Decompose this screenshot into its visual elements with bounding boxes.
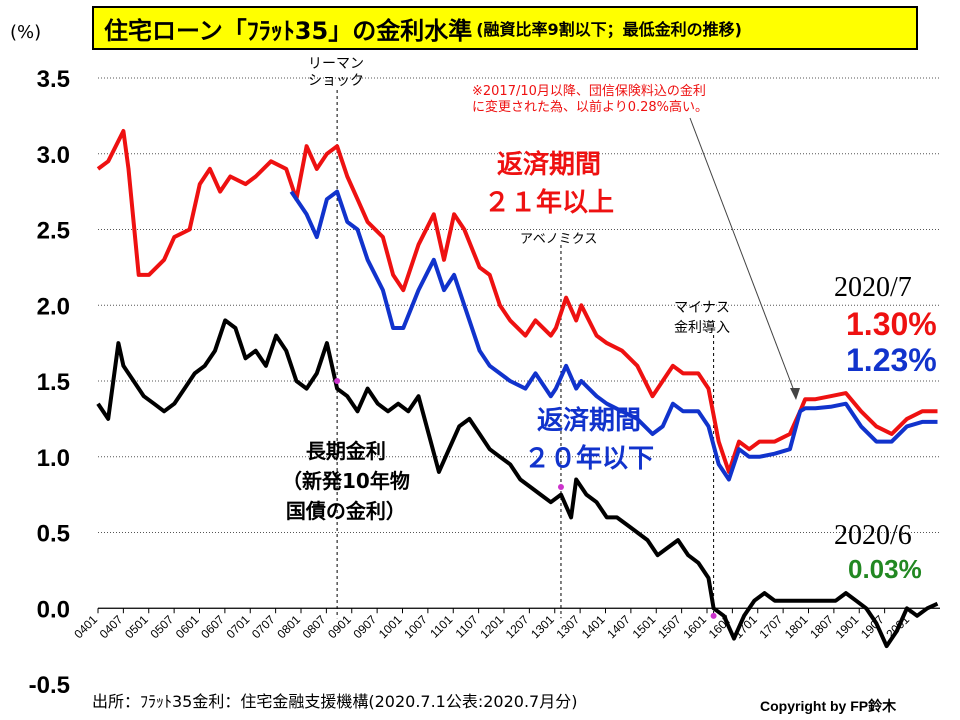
x-tick-label: 1107: [453, 612, 481, 640]
y-tick-label: 1.5: [37, 369, 70, 396]
event-marker: [334, 378, 341, 384]
x-tick-label: 0801: [274, 612, 303, 641]
x-tick-label: 0807: [300, 612, 329, 641]
annotation-abenomics: アベノミクス: [520, 232, 598, 247]
x-tick-label: 1807: [807, 612, 836, 641]
x-tick-label: 1901: [833, 612, 862, 641]
y-tick-label: 0.5: [37, 521, 70, 548]
y-tick-label: 1.0: [37, 445, 70, 472]
note-arrowhead: [790, 388, 800, 400]
x-tick-label: 1007: [401, 612, 430, 641]
y-tick-label: 0.0: [37, 596, 70, 623]
label-red-series: 返済期間 ２１年以上: [484, 150, 615, 218]
value-red: 1.30%: [846, 306, 937, 342]
x-tick-label: 1501: [630, 612, 659, 641]
x-tick-label: 1301: [528, 612, 557, 641]
x-tick-label: 0607: [198, 612, 227, 641]
label-blue-series: 返済期間 ２０年以下: [524, 406, 655, 474]
label-black-series: 長期金利 （新発10年物 国債の金利）: [282, 439, 410, 523]
date-label-red-blue: 2020/7: [834, 272, 912, 303]
x-tick-label: 0901: [325, 612, 354, 641]
x-tick-label: 1001: [376, 612, 405, 641]
event-marker: [557, 484, 564, 491]
x-tick-label: 0501: [122, 612, 151, 641]
event-marker: [710, 612, 717, 619]
date-label-black: 2020/6: [834, 520, 912, 551]
y-tick-label: 3.0: [37, 142, 70, 169]
note-arrow: [689, 117, 797, 397]
value-black: 0.03%: [848, 554, 922, 584]
x-tick-label: 0507: [147, 612, 176, 641]
x-tick-label: 1601: [680, 612, 709, 641]
title-box: 住宅ローン「ﾌﾗｯﾄ35」の金利水準 (融資比率9割以下；最低金利の推移): [92, 6, 918, 50]
y-unit-label: (%): [10, 22, 42, 43]
y-tick-label: -0.5: [29, 672, 70, 699]
copyright: Copyright by FP鈴木: [760, 698, 897, 714]
x-tick-label: 0907: [350, 612, 379, 641]
x-tick-label: 1401: [579, 612, 608, 641]
value-blue: 1.23%: [846, 342, 937, 378]
x-tick-label: 1201: [477, 612, 506, 641]
series-line-2: [96, 318, 939, 649]
chart-subtitle: (融資比率9割以下；最低金利の推移): [476, 20, 742, 39]
chart-title: 住宅ローン「ﾌﾗｯﾄ35」の金利水準: [104, 16, 473, 45]
x-tick-label: 1707: [756, 612, 785, 641]
x-tick-label: 1101: [427, 612, 455, 640]
source-note: 出所：ﾌﾗｯﾄ35金利：住宅金融支援機構(2020.7.1公表:2020.7月分…: [92, 692, 578, 711]
x-tick-label: 0707: [249, 612, 278, 641]
x-tick-label: 1407: [604, 612, 633, 641]
series-line-0: [96, 129, 938, 474]
x-tick-label: 1801: [782, 612, 811, 641]
y-tick-label: 2.5: [37, 218, 70, 245]
y-tick-label: 2.0: [37, 293, 70, 320]
x-tick-label: 0401: [71, 612, 100, 641]
x-tick-label: 1507: [655, 612, 684, 641]
series-line-1: [289, 189, 938, 482]
x-tick-label: 0407: [97, 612, 126, 641]
x-tick-label: 0601: [173, 612, 202, 641]
y-tick-label: 3.5: [37, 66, 70, 93]
annotation-note: ※2017/10月以降、団信保険料込の金利 に変更された為、以前より0.28%高…: [472, 84, 709, 115]
x-tick-label: 0701: [224, 612, 253, 641]
annotation-lehman: リーマン ショック: [308, 56, 364, 89]
annotation-negative-rate: マイナス 金利導入: [674, 300, 730, 336]
x-tick-label: 1307: [553, 612, 582, 641]
x-tick-label: 1207: [503, 612, 532, 641]
